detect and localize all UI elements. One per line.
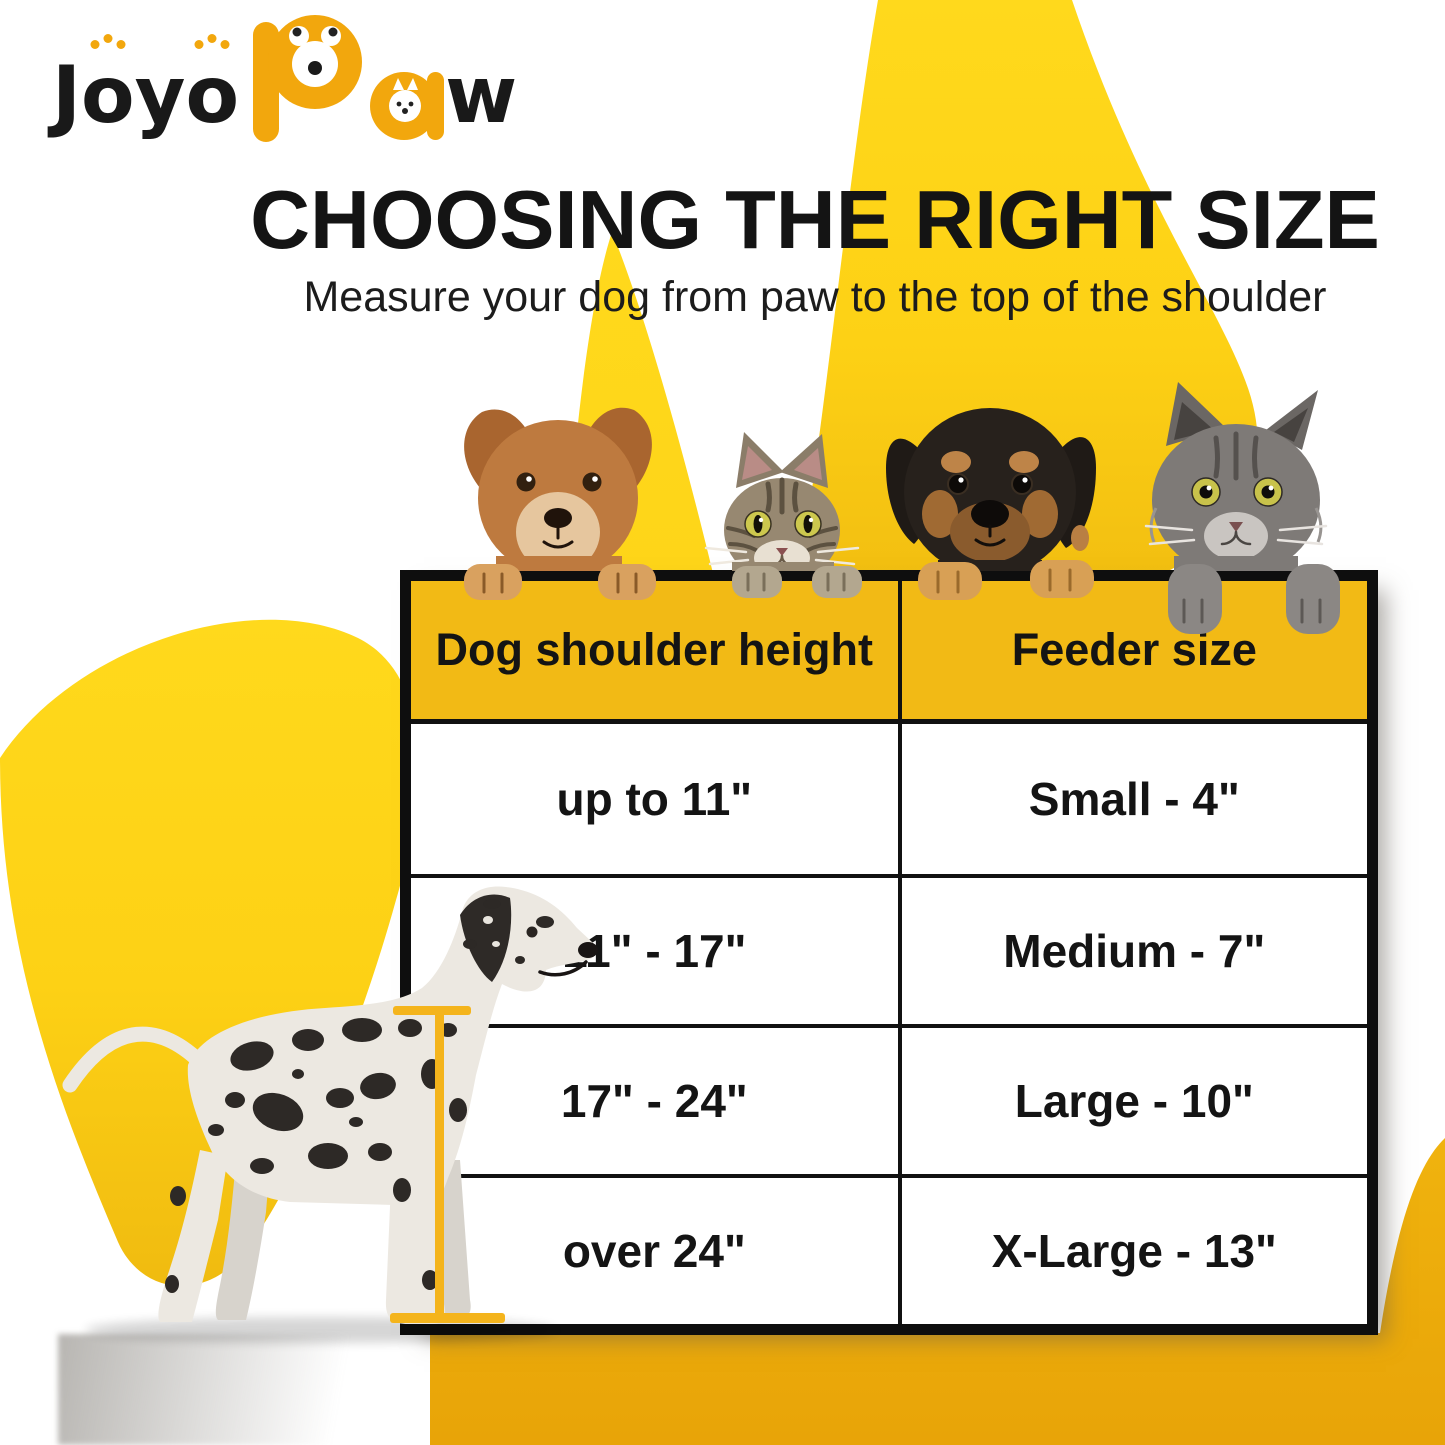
dog-tail	[62, 1026, 216, 1093]
tabby-cat-photo	[704, 432, 862, 598]
pets-photos-row	[464, 382, 1340, 634]
puppy-paws	[918, 560, 1094, 600]
brown-dog-paws	[464, 564, 656, 600]
brand-logo: J o y o	[52, 15, 518, 146]
black-tan-puppy-photo	[886, 408, 1096, 600]
measuring-line	[390, 1006, 505, 1323]
dog-eye	[526, 926, 538, 938]
column-header-shoulder-height: Dog shoulder height	[411, 581, 898, 724]
table-cell-size-4: X-Large - 13"	[897, 1174, 1367, 1324]
dog-mouth	[538, 960, 588, 977]
dog-ground-shadow	[58, 1334, 430, 1445]
dalmatian-spots	[165, 899, 525, 1293]
logo-a-cat-icon	[370, 72, 445, 140]
table-cell-size-3: Large - 10"	[897, 1024, 1367, 1174]
page-title: CHOOSING THE RIGHT SIZE	[250, 173, 1380, 266]
dog-nose	[578, 942, 598, 958]
table-cell-height-4: over 24"	[411, 1174, 898, 1324]
logo-letter-o1: o	[81, 34, 135, 146]
paw-pad-shape	[430, 1138, 1445, 1445]
tabby-cat-paws	[732, 566, 862, 598]
dalmatian-illustration	[62, 886, 598, 1343]
page-subtitle: Measure your dog from paw to the top of …	[303, 273, 1327, 322]
paw-dots-icon	[90, 34, 126, 49]
dog-ear	[460, 894, 512, 982]
table-cell-size-2: Medium - 7"	[897, 874, 1367, 1024]
logo-letter-o2: o	[185, 34, 239, 146]
brown-dog-photo	[464, 407, 656, 600]
logo-letter-y: y	[134, 51, 186, 141]
logo-letter-j: J	[52, 51, 82, 141]
logo-p-dog-icon	[253, 15, 363, 142]
table-cell-size-1: Small - 4"	[897, 724, 1367, 874]
gray-cat-paws	[1168, 564, 1340, 634]
paw-dots-icon	[194, 34, 230, 49]
table-cell-height-3: 17" - 24"	[411, 1024, 898, 1174]
logo-letter-w: w	[445, 51, 518, 141]
dog-shadow	[85, 1317, 555, 1343]
gray-cat-photo	[1144, 382, 1340, 634]
table-cell-height-1: up to 11"	[411, 724, 898, 874]
heading-block: CHOOSING THE RIGHT SIZE Measure your dog…	[235, 176, 1395, 322]
